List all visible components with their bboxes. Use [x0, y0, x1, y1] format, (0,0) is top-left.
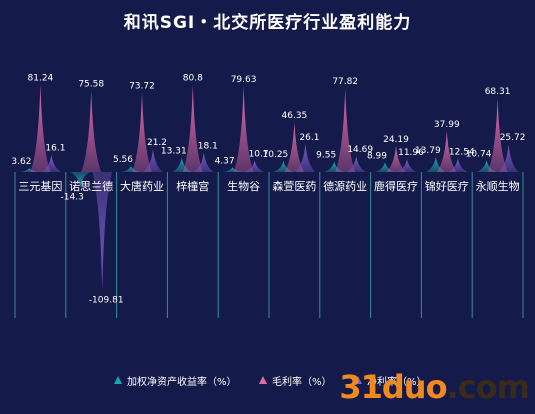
- category-label: 生物谷: [227, 179, 260, 193]
- peak-0-3: [171, 157, 192, 172]
- peak-1-0: [30, 84, 51, 172]
- legend-label: 加权净资产收益率（%）: [127, 375, 237, 388]
- peak-1-8: [436, 130, 457, 172]
- data-label: 77.82: [332, 77, 358, 87]
- peak-2-4: [244, 160, 265, 172]
- category-label: 梓橦宫: [176, 179, 209, 193]
- peak-1-5: [284, 121, 305, 172]
- data-label: 16.1: [45, 144, 65, 154]
- peak-0-4: [222, 167, 243, 172]
- peak-1-7: [386, 145, 406, 172]
- data-label: -14.3: [61, 192, 84, 202]
- peak-1-6: [335, 87, 356, 172]
- peak-2-2: [143, 149, 163, 172]
- data-label: 81.24: [28, 73, 54, 83]
- data-label: 13.79: [415, 146, 441, 156]
- peak-2-5: [295, 143, 316, 172]
- data-label: 10.74: [466, 149, 492, 159]
- data-label: 8.99: [367, 151, 387, 161]
- peak-1-2: [132, 92, 152, 172]
- legend-marker: [259, 376, 267, 384]
- watermark-logo: 31duo.com: [339, 368, 530, 406]
- peak-0-2: [121, 165, 141, 172]
- category-label: 永顺生物: [476, 179, 520, 193]
- data-label: 26.1: [299, 133, 319, 143]
- data-label: 73.72: [129, 81, 155, 91]
- legend-marker: [354, 376, 362, 384]
- category-label: 三元基因: [18, 180, 62, 193]
- category-label: 锦好医疗: [425, 179, 469, 193]
- data-label: 21.2: [147, 138, 167, 148]
- data-label: 24.19: [383, 135, 409, 145]
- peak-0-7: [375, 162, 395, 172]
- data-label: 10.25: [263, 150, 289, 160]
- category-label: 鹿得医疗: [374, 179, 418, 193]
- category-label: 诺思兰德: [69, 179, 113, 193]
- peak-1-4: [233, 85, 254, 172]
- data-label: 13.31: [161, 147, 187, 157]
- peak-1-9: [487, 98, 508, 172]
- category-label: 森萱医药: [272, 179, 316, 193]
- data-label: 68.31: [485, 87, 511, 97]
- peak-2-0: [41, 154, 62, 172]
- data-label: 75.58: [78, 79, 104, 89]
- peak-2-3: [193, 152, 214, 172]
- peak-0-6: [324, 161, 345, 172]
- data-label: 14.69: [347, 145, 373, 155]
- data-label: 10.7: [249, 149, 269, 159]
- category-label: 德源药业: [323, 179, 367, 193]
- peak-2-6: [346, 156, 367, 172]
- peak-2-8: [447, 158, 468, 172]
- data-label: 4.37: [215, 156, 235, 166]
- data-label: 80.8: [183, 74, 203, 84]
- peak-0-5: [273, 160, 294, 172]
- data-label: 37.99: [434, 120, 460, 130]
- peak-0-1: [70, 172, 91, 188]
- legend-label: 净利率（%）: [367, 375, 427, 388]
- peak-2-1: [92, 172, 113, 291]
- data-label: 18.1: [198, 141, 218, 151]
- peak-1-1: [81, 90, 102, 172]
- peak-2-7: [397, 159, 417, 172]
- data-label: 25.72: [500, 133, 526, 143]
- legend-label: 毛利率（%）: [272, 375, 332, 388]
- data-label: 79.63: [231, 75, 257, 85]
- peak-0-0: [19, 168, 40, 172]
- data-label: 5.56: [113, 155, 133, 165]
- legend-marker: [114, 376, 122, 384]
- data-label: 11.96: [398, 148, 424, 158]
- chart-title: 和讯SGI・北交所医疗行业盈利能力: [123, 13, 412, 33]
- peak-0-8: [425, 157, 446, 172]
- data-label: 46.35: [282, 111, 308, 121]
- category-label: 大唐药业: [120, 179, 164, 193]
- data-label: 12.54: [449, 147, 475, 157]
- peak-0-9: [476, 160, 497, 172]
- peak-2-9: [498, 144, 519, 172]
- peak-1-3: [182, 84, 203, 172]
- data-label: -109.81: [89, 296, 124, 306]
- data-label: 9.55: [316, 151, 336, 161]
- data-label: 3.62: [11, 157, 31, 167]
